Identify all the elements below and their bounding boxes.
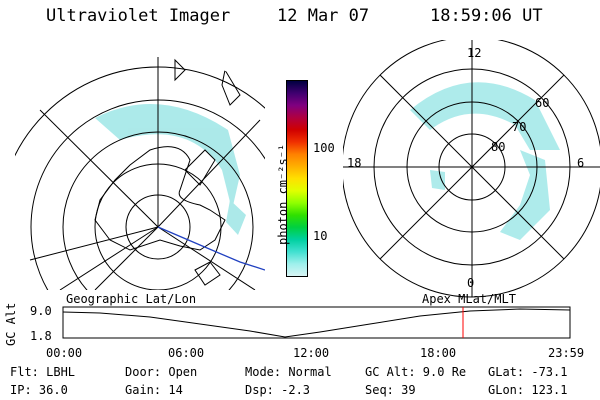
time-tick-2359: 23:59	[548, 346, 585, 360]
mlat-label-70: 70	[512, 120, 527, 134]
mlt-label-0: 0	[467, 276, 475, 290]
mlat-label-80: 80	[491, 140, 506, 154]
altitude-axis-label: GC Alt	[4, 302, 18, 346]
glat-readout: GLat: -73.1	[488, 365, 568, 379]
coastlines	[94, 58, 241, 286]
dsp-readout: Dsp: -2.3	[245, 383, 311, 397]
altitude-curve	[62, 308, 571, 338]
orbit-track	[157, 226, 265, 271]
image-date: 12 Mar 07	[277, 6, 370, 26]
gain-readout: Gain: 14	[125, 383, 183, 397]
instrument-title: Ultraviolet Imager	[46, 6, 231, 26]
mode-readout: Mode: Normal	[245, 365, 332, 379]
gc-alt-readout: GC Alt: 9.0 Re	[365, 365, 467, 379]
colorbar-tick-10: 10	[313, 229, 328, 243]
altitude-plot	[62, 306, 571, 339]
altitude-tick-low: 1.8	[30, 329, 52, 343]
mlat-label-60: 60	[535, 96, 550, 110]
left-map-caption: Geographic Lat/Lon	[66, 292, 197, 306]
time-tick-1200: 12:00	[293, 346, 330, 360]
mlt-label-18: 18	[347, 156, 362, 170]
door-readout: Door: Open	[125, 365, 198, 379]
time-tick-0600: 06:00	[168, 346, 205, 360]
intensity-colorbar	[286, 80, 308, 277]
ip-readout: IP: 36.0	[10, 383, 68, 397]
meridian-lines	[29, 57, 261, 290]
filter-readout: Flt: LBHL	[10, 365, 76, 379]
altitude-tick-high: 9.0	[30, 304, 52, 318]
seq-readout: Seq: 39	[365, 383, 416, 397]
colorbar-tick-100: 100	[313, 141, 335, 155]
time-tick-1800: 18:00	[420, 346, 457, 360]
right-map-caption: Apex MLat/MLT	[422, 292, 516, 306]
colorbar-unit-label: photon cm⁻²s⁻¹	[276, 143, 290, 245]
mlt-label-12: 12	[467, 46, 482, 60]
geographic-map	[15, 57, 265, 290]
glon-readout: GLon: 123.1	[488, 383, 568, 397]
time-tick-0000: 00:00	[46, 346, 83, 360]
mlt-label-6: 6	[577, 156, 585, 170]
auroral-emission-geo	[95, 104, 246, 235]
magnetic-map	[343, 40, 600, 298]
image-time: 18:59:06 UT	[430, 6, 543, 26]
